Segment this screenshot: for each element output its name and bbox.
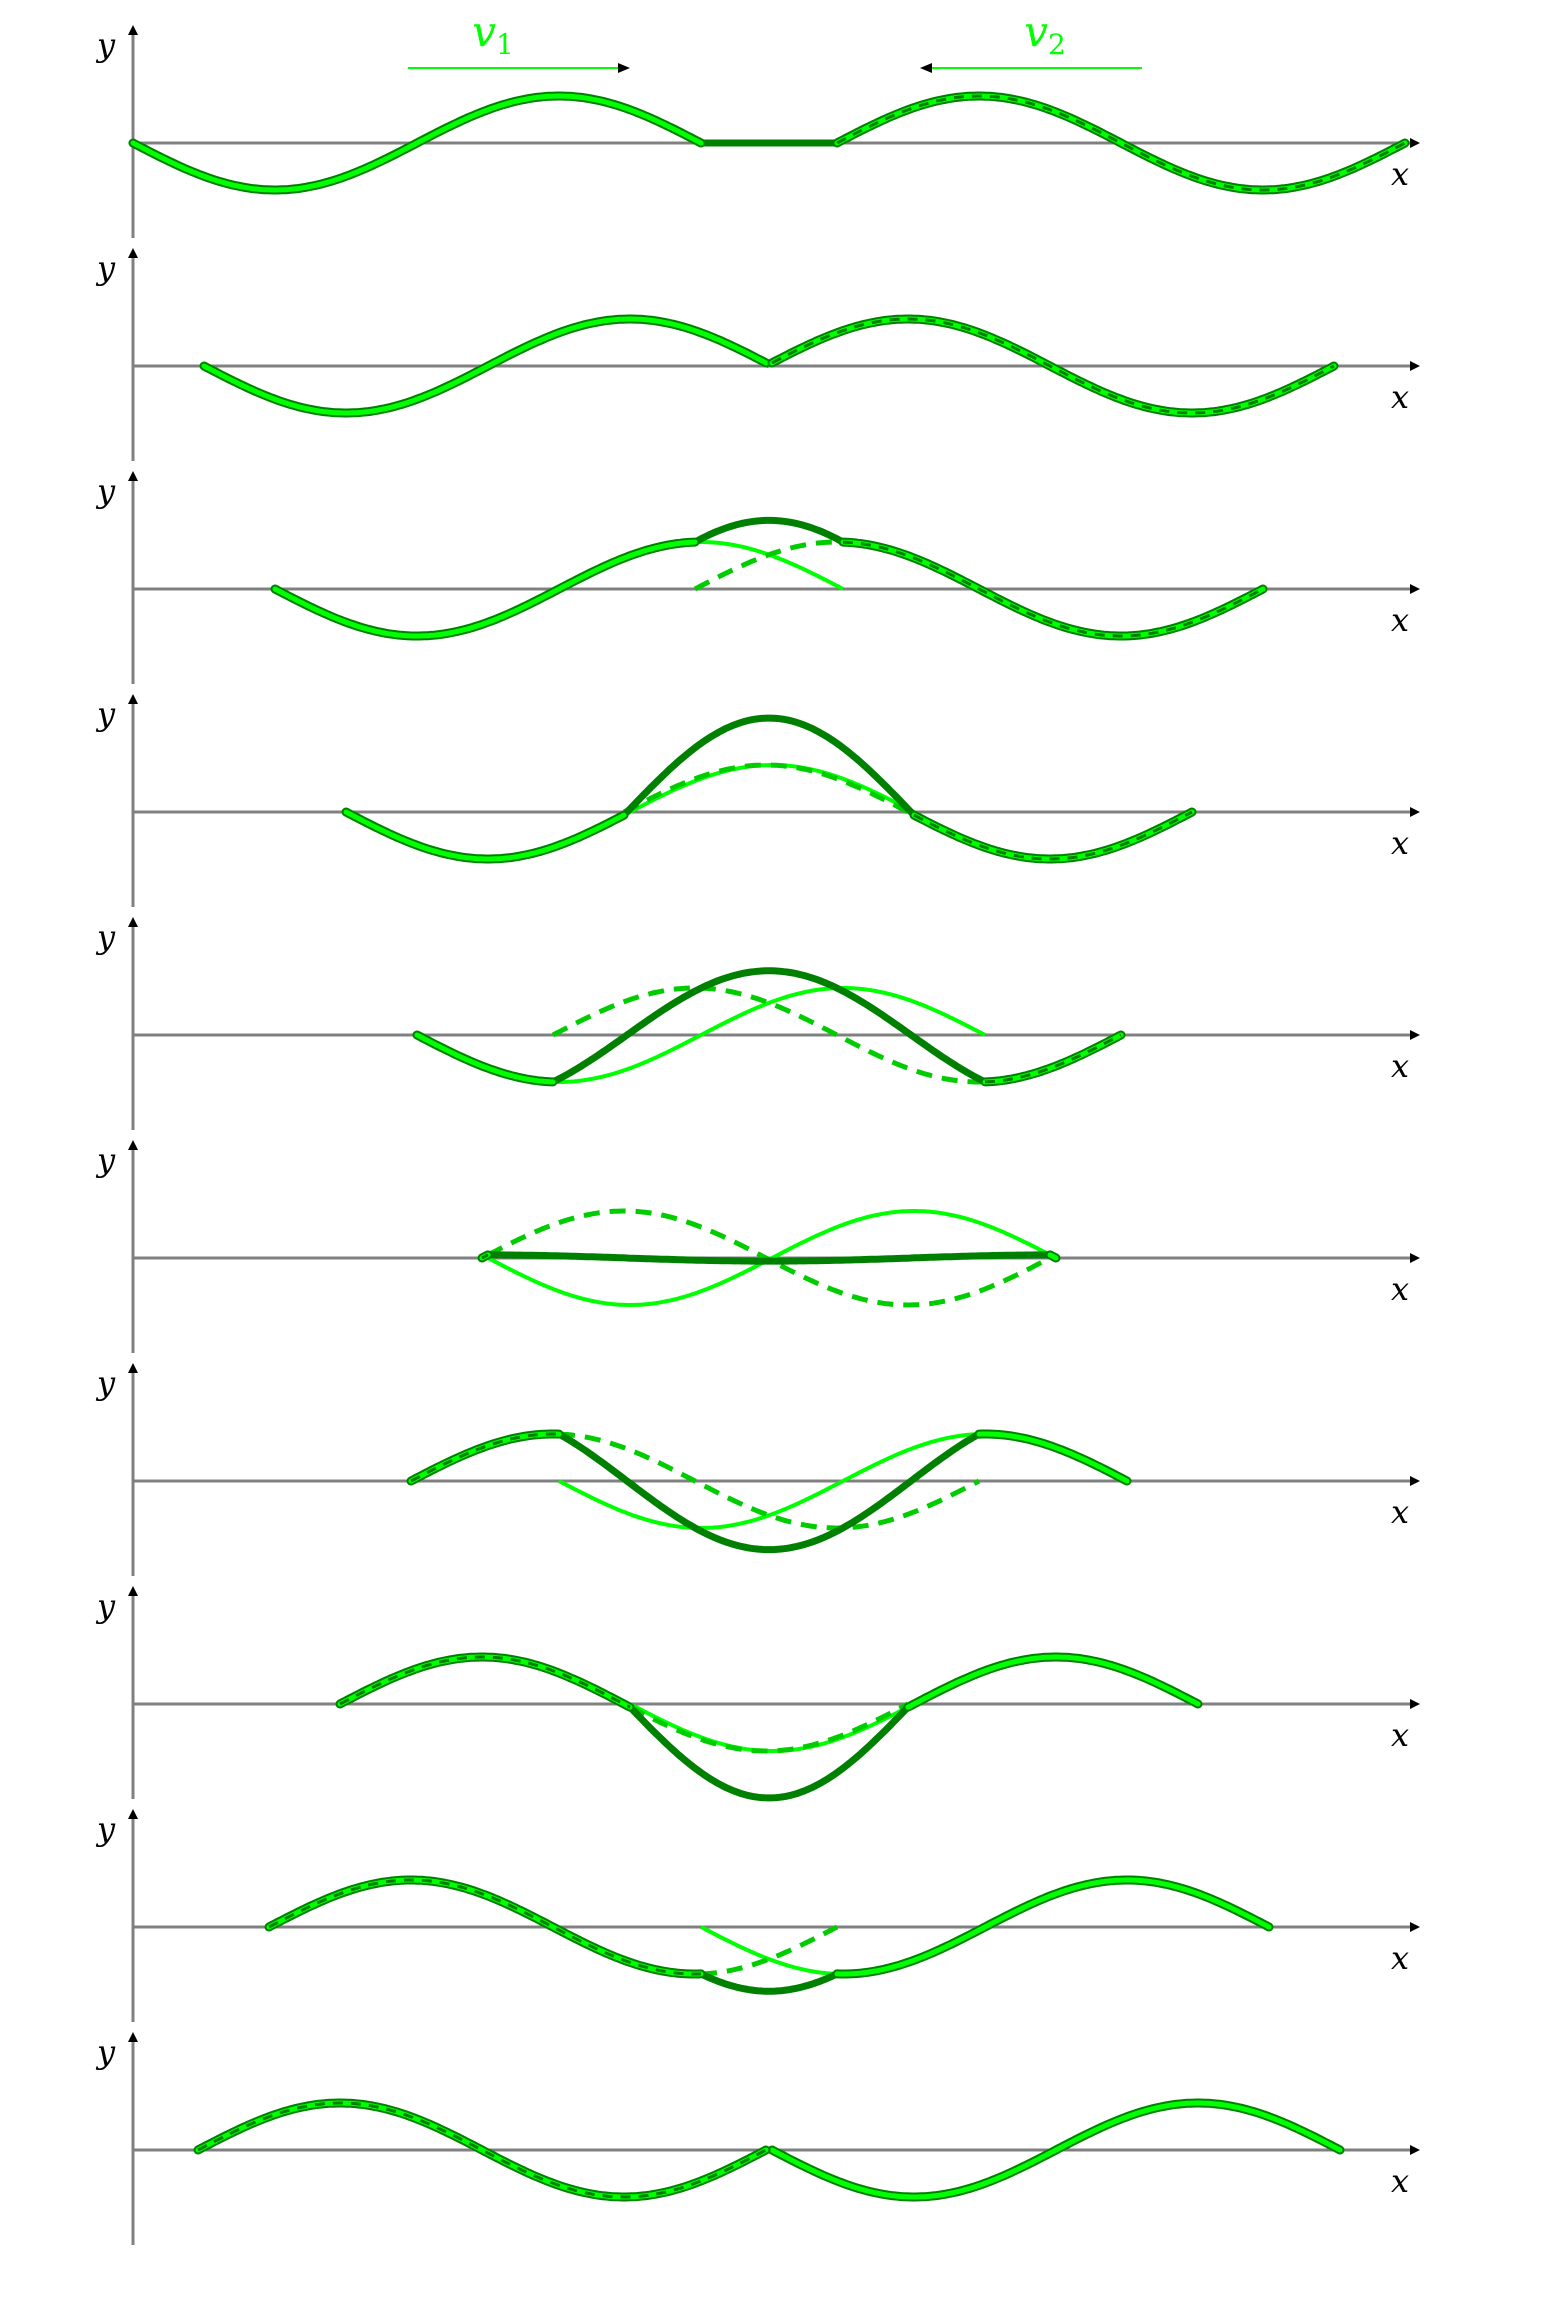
v2-subscript: 2 bbox=[1048, 28, 1066, 61]
axes: xy bbox=[95, 25, 1420, 238]
wave-2 bbox=[767, 314, 1339, 418]
svg-text:v1: v1 bbox=[472, 7, 514, 61]
v1-arrowhead bbox=[618, 63, 630, 73]
wave-1 bbox=[1045, 1250, 1061, 1263]
resultant-overlap bbox=[691, 516, 847, 546]
velocity-annotations: v1 v2 bbox=[408, 7, 1142, 73]
panel-6: xy bbox=[95, 1140, 1420, 1353]
axes: xy bbox=[95, 917, 1420, 1130]
y-axis-label: y bbox=[95, 695, 116, 733]
wave-2 bbox=[832, 91, 1410, 195]
wave-2 bbox=[264, 1875, 706, 1979]
wave-2 bbox=[838, 537, 1268, 641]
resultant-overlap bbox=[549, 967, 989, 1086]
wave-2 bbox=[980, 1030, 1126, 1087]
v1-symbol: v bbox=[472, 7, 496, 56]
panel-5: xy bbox=[95, 917, 1420, 1130]
wave-2 bbox=[193, 2098, 771, 2202]
wave-2-overlap bbox=[622, 762, 916, 818]
y-axis-label: y bbox=[95, 1364, 116, 1402]
wave-1-overlap bbox=[558, 1432, 980, 1530]
y-axis-label: y bbox=[95, 472, 116, 510]
velocity-label-v1: v1 bbox=[472, 7, 514, 61]
axes: xy bbox=[95, 1140, 1420, 1353]
svg-text:v2: v2 bbox=[1024, 7, 1066, 61]
x-axis-label: x bbox=[1391, 1493, 1409, 1531]
resultant-overlap bbox=[555, 1430, 983, 1554]
v2-symbol: v bbox=[1024, 7, 1048, 56]
v2-arrowhead bbox=[920, 63, 932, 73]
x-axis-label: x bbox=[1391, 2162, 1409, 2200]
wave-2 bbox=[406, 1429, 564, 1486]
x-axis-label: x bbox=[1391, 1047, 1409, 1085]
y-axis-label: y bbox=[95, 1810, 116, 1848]
wave-2-overlap bbox=[700, 1924, 839, 1977]
resultant-overlap bbox=[484, 1251, 1054, 1265]
axes: xy bbox=[95, 1586, 1420, 1799]
wave-2 bbox=[335, 1652, 635, 1712]
panel-2: xy bbox=[95, 248, 1420, 461]
wave-2 bbox=[909, 807, 1197, 864]
wave-2-overlap bbox=[693, 539, 844, 592]
wave-1 bbox=[128, 91, 706, 195]
wave-1 bbox=[412, 1030, 558, 1087]
wave-1 bbox=[199, 314, 771, 418]
resultant-overlap bbox=[697, 1970, 841, 1995]
y-axis-label: y bbox=[95, 2033, 116, 2071]
panel-10: xy bbox=[95, 2032, 1420, 2245]
x-axis-label: x bbox=[1391, 378, 1409, 416]
wave-1 bbox=[767, 2098, 1345, 2202]
axes: xy bbox=[95, 471, 1420, 684]
resultant-overlap bbox=[620, 714, 918, 819]
wave-1 bbox=[341, 807, 629, 864]
wave-2 bbox=[477, 1250, 493, 1263]
velocity-label-v2: v2 bbox=[1024, 7, 1066, 61]
wave-2-overlap bbox=[558, 1431, 981, 1531]
panel-3: xy bbox=[95, 471, 1420, 684]
panel-8: xy bbox=[95, 1586, 1420, 1802]
wave-1 bbox=[270, 537, 700, 641]
y-axis-label: y bbox=[95, 26, 116, 64]
wave-1 bbox=[903, 1652, 1203, 1712]
panel-1: xy bbox=[95, 25, 1420, 238]
wave-1-overlap bbox=[694, 540, 844, 591]
axes: xy bbox=[95, 1363, 1420, 1576]
axes: xy bbox=[95, 1809, 1420, 2022]
axes: xy bbox=[95, 2032, 1420, 2245]
y-axis-label: y bbox=[95, 918, 116, 956]
panel-9: xy bbox=[95, 1809, 1420, 2022]
axes: xy bbox=[95, 694, 1420, 907]
wave-2-overlap bbox=[551, 985, 986, 1085]
wave-1 bbox=[974, 1429, 1132, 1486]
x-axis-label: x bbox=[1391, 824, 1409, 862]
x-axis-label: x bbox=[1391, 155, 1409, 193]
x-axis-label: x bbox=[1391, 601, 1409, 639]
wave-2-overlap bbox=[628, 1701, 910, 1754]
x-axis-label: x bbox=[1391, 1939, 1409, 1977]
v1-subscript: 1 bbox=[496, 28, 514, 61]
resultant-overlap bbox=[626, 1703, 912, 1802]
wave-1-overlap bbox=[700, 1925, 838, 1976]
wave-1-overlap bbox=[552, 986, 986, 1084]
panel-7: xy bbox=[95, 1363, 1420, 1576]
y-axis-label: y bbox=[95, 249, 116, 287]
panel-4: xy bbox=[95, 694, 1420, 907]
y-axis-label: y bbox=[95, 1587, 116, 1625]
wave-1 bbox=[832, 1875, 1274, 1979]
y-axis-label: y bbox=[95, 1141, 116, 1179]
x-axis-label: x bbox=[1391, 1716, 1409, 1754]
x-axis-label: x bbox=[1391, 1270, 1409, 1308]
